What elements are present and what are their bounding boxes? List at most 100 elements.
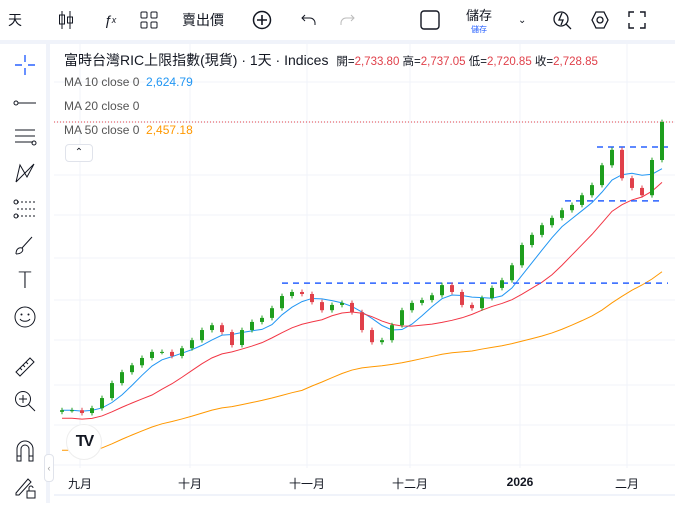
ma-line [62, 181, 663, 420]
time-tick: 2026 [506, 475, 534, 489]
rectangle-icon[interactable] [420, 8, 440, 32]
candle [380, 340, 384, 343]
save-button[interactable]: 儲存 儲存 [466, 4, 492, 36]
low-label: 低= [468, 56, 487, 68]
redo-icon[interactable] [338, 8, 356, 32]
ma10-value: 2,624.79 [146, 75, 193, 89]
candle [570, 204, 574, 211]
candle [230, 332, 234, 346]
fib-icon[interactable] [10, 122, 40, 152]
open-label: 開= [336, 56, 355, 68]
candle [150, 351, 154, 358]
save-sublabel: 儲存 [471, 25, 487, 34]
candle [450, 285, 454, 292]
candle [610, 149, 614, 166]
zoom-in-icon[interactable] [10, 386, 40, 416]
collapse-toolbar-button[interactable]: ‹ [44, 454, 54, 482]
candle [170, 351, 174, 356]
ma20-label: MA 20 close 0 [64, 99, 140, 113]
candle [640, 187, 644, 196]
candle [540, 225, 544, 235]
candle [100, 398, 104, 409]
fullscreen-icon[interactable] [628, 8, 646, 32]
magnet-icon[interactable] [10, 436, 40, 466]
candle [580, 195, 584, 205]
candle [430, 295, 434, 301]
candle [440, 285, 444, 296]
candle [260, 317, 264, 322]
chevron-down-icon[interactable]: ⌄ [518, 14, 527, 26]
collapse-legend-button[interactable]: ⌃ [65, 144, 93, 162]
time-axis[interactable]: 九月 十月 十一月 十二月 2026 二月 [54, 468, 675, 494]
candle [80, 410, 84, 414]
candle [530, 234, 534, 246]
candles-icon[interactable] [56, 8, 76, 32]
tradingview-logo[interactable]: TV [66, 424, 102, 460]
ma20-legend[interactable]: MA 20 close 0 [64, 99, 139, 113]
candle [490, 287, 494, 299]
ma10-legend[interactable]: MA 10 close 0 2,624.79 [64, 75, 193, 89]
candle [600, 165, 604, 186]
candle [90, 408, 94, 414]
close-label: 收= [534, 56, 554, 68]
open-value: 2,733.80 [354, 56, 400, 68]
time-tick: 十一月 [288, 477, 326, 491]
candle [70, 410, 74, 412]
candle [310, 294, 314, 303]
candle [290, 291, 294, 297]
time-tick: 九月 [67, 477, 93, 491]
undo-icon[interactable] [300, 8, 318, 32]
time-tick: 二月 [614, 477, 640, 491]
candle [390, 325, 394, 341]
candle [590, 185, 594, 196]
ma50-legend[interactable]: MA 50 close 0 2,457.18 [64, 123, 193, 137]
interval-button[interactable]: 天 [8, 12, 22, 28]
ma50-label: MA 50 close 0 [64, 123, 140, 137]
price-chart[interactable] [54, 44, 675, 503]
text-icon[interactable]: T [18, 268, 32, 294]
chart-pane[interactable] [54, 44, 675, 503]
close-value: 2,728.85 [553, 56, 598, 68]
candle [250, 321, 254, 331]
grid-icon[interactable] [140, 8, 158, 32]
ruler-icon[interactable] [10, 352, 40, 382]
save-label: 儲存 [466, 8, 493, 23]
lock-drawings-icon[interactable] [10, 472, 40, 502]
candle [210, 325, 214, 331]
candle [190, 340, 194, 349]
candle [120, 372, 124, 384]
candle [110, 383, 114, 399]
time-tick: 十二月 [391, 477, 429, 491]
candle [200, 330, 204, 341]
drawing-toolbar: T ‹ [0, 44, 54, 503]
candle [270, 308, 274, 318]
candle [220, 325, 224, 333]
symbol-title[interactable]: 富時台灣RIC上限指數(現貨) · 1天 · Indices [64, 52, 329, 68]
low-value: 2,720.85 [486, 56, 532, 68]
emoji-icon[interactable] [10, 302, 40, 332]
candle [420, 300, 424, 303]
candle [480, 298, 484, 309]
candle [550, 217, 554, 226]
candle [470, 304, 474, 309]
crosshair-icon[interactable] [10, 50, 40, 80]
candle [630, 178, 634, 188]
quick-search-icon[interactable] [552, 8, 572, 32]
candle [320, 302, 324, 311]
add-icon[interactable] [252, 8, 272, 32]
time-tick: 十月 [177, 477, 203, 491]
settings-icon[interactable] [590, 8, 610, 32]
trend-line-icon[interactable] [10, 88, 40, 118]
candle [280, 296, 284, 309]
brush-icon[interactable] [10, 230, 40, 260]
projection-icon[interactable] [10, 194, 40, 224]
candle [340, 302, 344, 305]
candle [350, 302, 354, 313]
pattern-icon[interactable] [10, 158, 40, 188]
bottom-divider [54, 494, 675, 496]
price-type-button[interactable]: 賣出價 [182, 12, 224, 28]
candle [410, 302, 414, 311]
candle [330, 304, 334, 311]
